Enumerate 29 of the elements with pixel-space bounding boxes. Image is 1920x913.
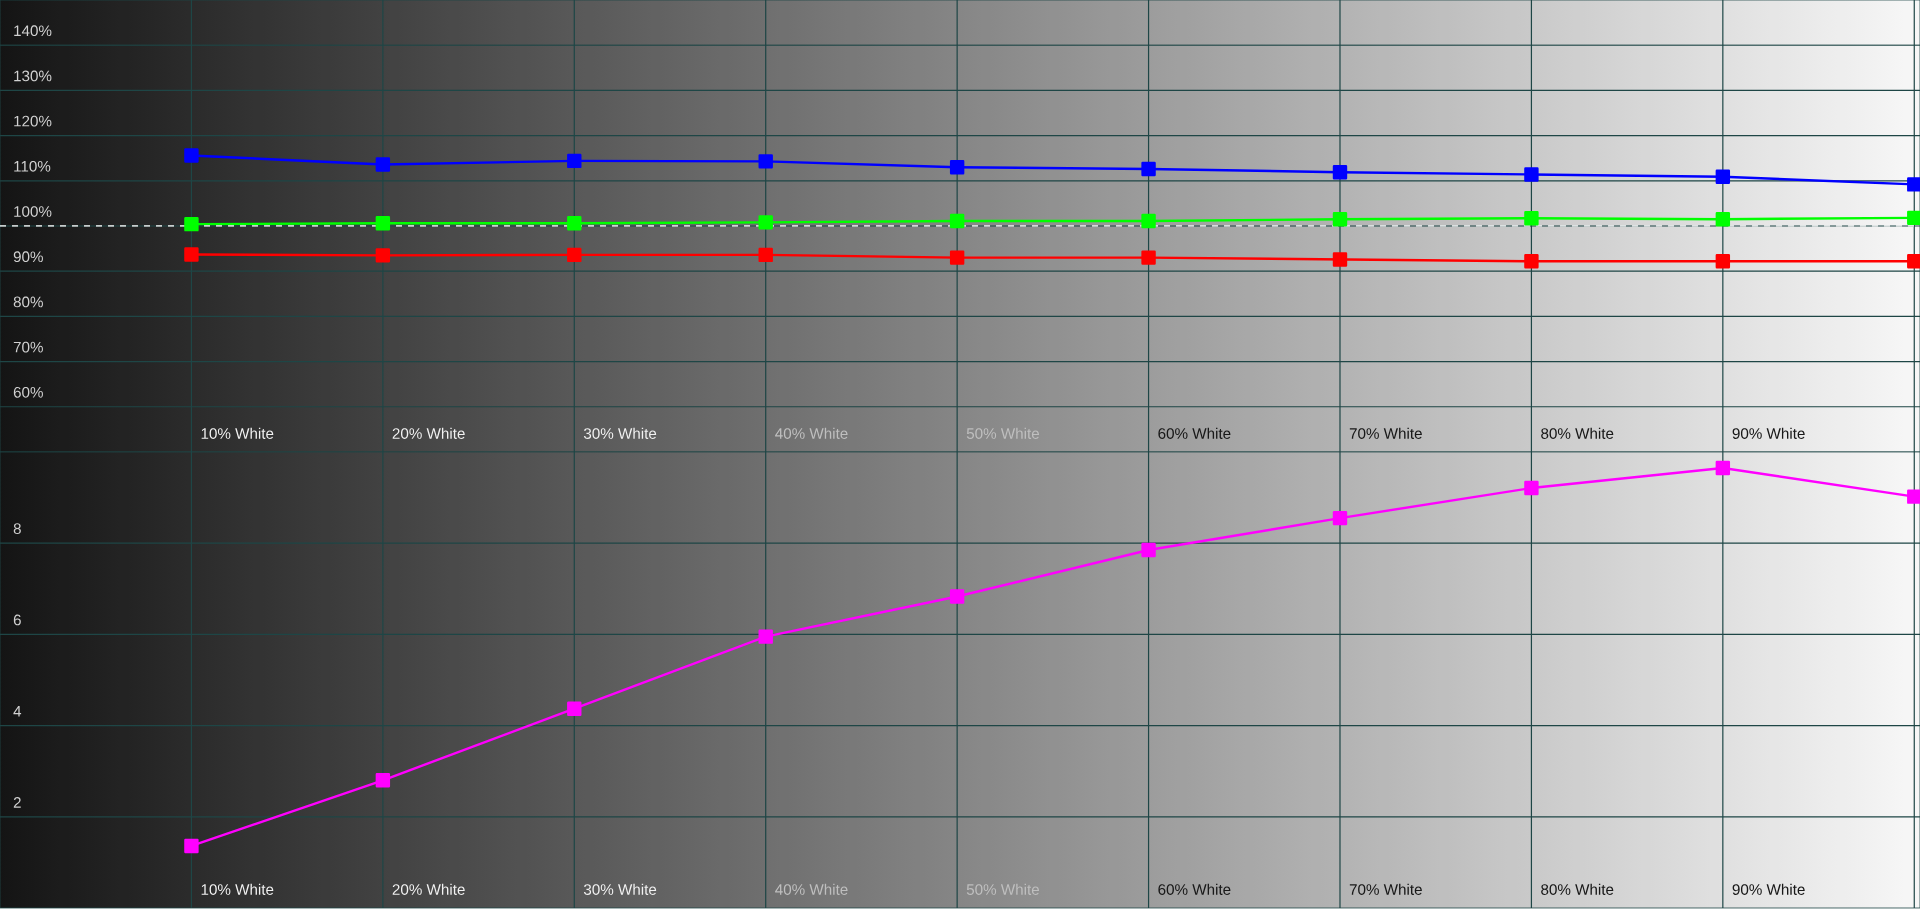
x-tick-label: 80% White: [1541, 883, 1614, 895]
y-tick-label: 120%: [14, 115, 52, 127]
x-tick-label: 90% White: [1732, 883, 1805, 895]
x-tick-label: 30% White: [583, 427, 657, 439]
y-tick-label: 130%: [14, 70, 52, 82]
y-tick-label: 110%: [14, 160, 51, 172]
x-tick-label: 60% White: [1158, 427, 1231, 439]
x-tick-label: 60% White: [1158, 883, 1231, 895]
y-tick-label: 2: [13, 797, 21, 808]
x-tick-label: 30% White: [583, 883, 657, 895]
y-tick-label: 6: [13, 614, 21, 626]
y-tick-label: 100%: [14, 206, 52, 217]
y-tick-label: 4: [13, 706, 22, 717]
x-tick-label: 20% White: [392, 883, 465, 895]
y-tick-label: 60%: [13, 386, 43, 398]
x-tick-label: 40% White: [775, 883, 848, 895]
x-tick-label: 10% White: [201, 883, 274, 895]
y-tick-label: 90%: [13, 251, 43, 263]
y-tick-label: 70%: [13, 341, 43, 353]
y-tick-label: 80%: [13, 296, 43, 308]
x-tick-label: 20% White: [392, 427, 465, 439]
y-tick-label: 8: [13, 523, 21, 535]
y-tick-label: 140%: [14, 25, 52, 37]
x-tick-label: 70% White: [1349, 427, 1422, 439]
x-tick-label: 80% White: [1541, 427, 1614, 439]
x-tick-label: 70% White: [1349, 883, 1422, 895]
x-tick-label: 10% White: [201, 427, 274, 439]
x-tick-label: 90% White: [1732, 427, 1805, 439]
x-tick-label: 40% White: [775, 427, 848, 439]
